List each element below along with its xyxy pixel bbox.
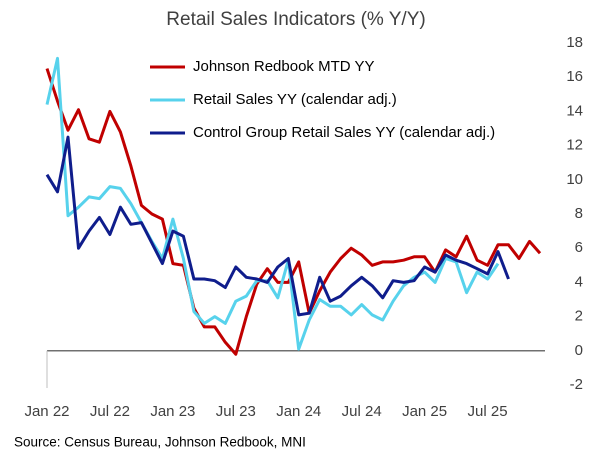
y-tick-label: -2	[570, 376, 583, 393]
y-tick-label: 6	[575, 239, 583, 256]
x-tick-label: Jan 23	[150, 403, 195, 420]
series-line	[45, 135, 510, 317]
series-line	[45, 68, 542, 356]
legend-label: Johnson Redbook MTD YY	[193, 58, 375, 75]
source-note: Source: Census Bureau, Johnson Redbook, …	[14, 435, 306, 450]
chart-title: Retail Sales Indicators (% Y/Y)	[166, 9, 425, 30]
x-tick-label: Jan 25	[402, 403, 447, 420]
x-tick-label: Jul 24	[342, 403, 382, 420]
y-tick-label: 8	[575, 205, 583, 222]
x-tick-label: Jul 23	[216, 403, 256, 420]
y-tick-label: 16	[566, 68, 583, 85]
y-tick-label: 0	[575, 342, 583, 359]
x-tick-label: Jan 24	[276, 403, 321, 420]
x-tick-label: Jul 25	[468, 403, 508, 420]
x-tick-label: Jan 22	[24, 403, 69, 420]
y-tick-label: 2	[575, 308, 583, 325]
y-tick-label: 14	[566, 102, 583, 119]
x-tick-label: Jul 22	[90, 403, 130, 420]
legend-label: Retail Sales YY (calendar adj.)	[193, 91, 397, 108]
y-tick-label: 10	[566, 171, 583, 188]
series-line	[45, 56, 500, 351]
y-tick-label: 12	[566, 137, 583, 154]
y-tick-label: 18	[566, 34, 583, 51]
legend-label: Control Group Retail Sales YY (calendar …	[193, 124, 495, 141]
y-tick-label: 4	[575, 273, 583, 290]
